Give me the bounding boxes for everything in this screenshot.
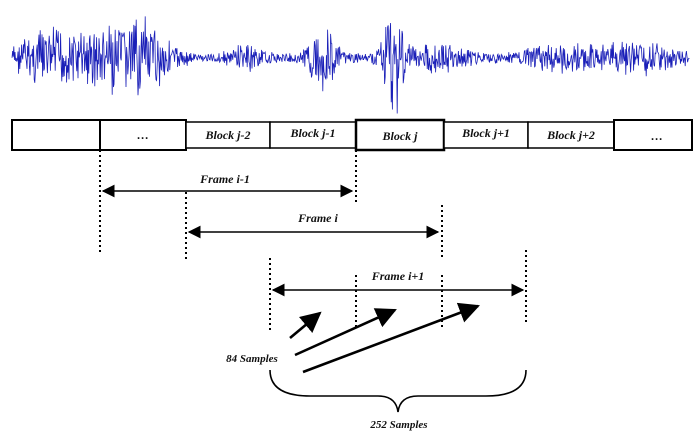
block-label-6: Block j+2 [546, 128, 595, 142]
frame-label-1: Frame i [297, 211, 338, 225]
block-strip: … Block j-2 Block j-1 Block j Block j+1 … [11, 118, 693, 152]
pointer-arrow [294, 308, 397, 357]
block-cell-1 [99, 119, 187, 151]
block-samples-label: 84 Samples [226, 353, 278, 365]
frame-label-0: Frame i-1 [199, 172, 250, 186]
block-label-1: … [137, 128, 149, 142]
frame-samples-label: 252 Samples [369, 419, 427, 431]
pointer-arrow [289, 311, 322, 339]
frame-label-2: Frame i+1 [371, 269, 425, 283]
frame-arrows [101, 184, 525, 297]
block-cell-6 [527, 121, 615, 149]
frame-samples-brace [269, 369, 527, 413]
block-label-7: … [651, 129, 663, 143]
block-cell-3 [269, 121, 357, 149]
block-label-4: Block j [382, 129, 419, 143]
pointer-arrow [302, 302, 480, 374]
block-label-5: Block j+1 [461, 126, 510, 140]
block-label-2: Block j-2 [205, 128, 251, 142]
block-cell-7 [613, 119, 693, 151]
block-cell-5 [443, 121, 529, 149]
speech-waveform [11, 16, 690, 114]
block-cell-2 [185, 121, 271, 149]
block-cell-0 [11, 119, 101, 151]
frame-boundaries [99, 150, 527, 330]
block-size-arrows [289, 302, 480, 374]
block-label-3: Block j-1 [290, 126, 336, 140]
